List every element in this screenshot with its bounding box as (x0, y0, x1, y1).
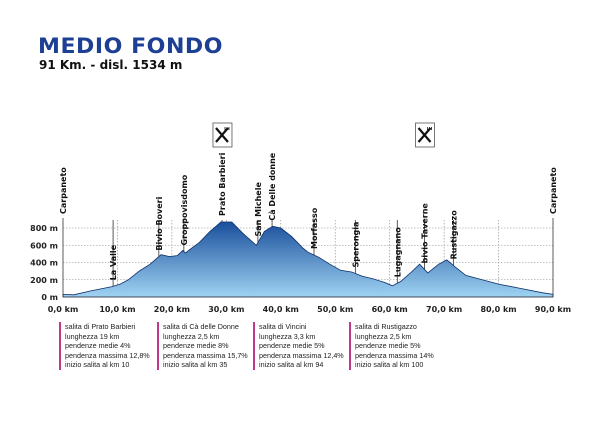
climb-info-box: salita di Vincini lunghezza 3,3 km pendenz… (253, 322, 349, 370)
waypoint-label: Cà Delle donne (268, 152, 277, 220)
x-tick-label: 80,0 km (480, 305, 516, 314)
climb-info-line: pendenza massima 14% (355, 350, 434, 360)
climb-info-line: pendenza massima 12,4% (259, 350, 344, 360)
climb-info-line: pendenza massima 12,8% (65, 350, 150, 360)
climb-info-line: salita di Vincini (259, 322, 307, 331)
climb-info-line: pendenze medie 5% (355, 341, 421, 350)
climb-info-line: salita di Prato Barbieri (65, 322, 136, 331)
waypoint-label: Carpaneto (59, 167, 68, 214)
x-tick-label: 70,0 km (426, 305, 462, 314)
climb-info-line: inizio salita al km 35 (163, 360, 228, 369)
climb-info-line: lunghezza 2,5 km (163, 331, 220, 341)
waypoint-label: La Valle (109, 244, 118, 280)
fork-knife-icon (417, 127, 432, 143)
waypoint-label: Lugagnano (393, 227, 402, 277)
x-tick-label: 60,0 km (372, 305, 408, 314)
x-tick-label: 90,0 km (535, 305, 571, 314)
climb-info-line: inizio salita al km 100 (355, 360, 424, 369)
waypoint-label: Rustigazzo (449, 210, 458, 260)
elevation-area (62, 221, 554, 298)
waypoint-label: Prato Barbieri (218, 152, 227, 216)
x-tick-label: 20,0 km (154, 305, 190, 314)
waypoint-label: San Michele (254, 182, 263, 237)
x-tick-label: 50,0 km (317, 305, 353, 314)
climb-info-line: pendenze medie 8% (163, 341, 229, 350)
x-tick-label: 10,0 km (99, 305, 135, 314)
climb-info-line: lunghezza 3,3 km (259, 331, 316, 341)
waypoint-label: Morfasso (310, 207, 319, 249)
page-title: MEDIO FONDO (38, 34, 224, 58)
x-tick-label: 40,0 km (263, 305, 299, 314)
climb-info-line: pendenze medie 4% (65, 341, 131, 350)
climb-info-line: pendenza massima 15,7% (163, 350, 248, 360)
page-subtitle: 91 Km. - disl. 1534 m (39, 58, 183, 72)
y-tick-label: 800 m (30, 224, 58, 233)
waypoint-label: Bivio Boveri (155, 196, 164, 250)
climb-info-box: salita di Prato Barbieri lunghezza 19 km p… (59, 322, 155, 370)
climb-info-line: inizio salita al km 94 (259, 360, 324, 369)
climb-info-line: salita di Rustigazzo (355, 322, 417, 331)
fork-knife-icon (215, 127, 230, 143)
climb-info-line: lunghezza 19 km (65, 331, 120, 341)
x-tick-label: 30,0 km (208, 305, 244, 314)
climb-info-line: pendenze medie 5% (259, 341, 325, 350)
waypoint-label: bivio Taverne (421, 203, 430, 264)
climb-info-line: inizio salita al km 10 (65, 360, 130, 369)
climb-info-box: salita di Cà delle Donne lunghezza 2,5 km… (157, 322, 253, 370)
climb-info-line: lunghezza 2,5 km (355, 331, 412, 341)
climb-info-box: salita di Rustigazzo lunghezza 2,5 km pend… (349, 322, 445, 370)
x-tick-label: 0,0 km (48, 305, 79, 314)
waypoint-label: Carpaneto (549, 167, 558, 214)
waypoint-label: Sperongia (351, 222, 360, 268)
y-tick-label: 400 m (30, 259, 58, 268)
climb-info-line: salita di Cà delle Donne (163, 322, 239, 331)
y-tick-label: 600 m (30, 241, 58, 250)
y-tick-label: 0 m (41, 293, 58, 302)
waypoint-label: Groppovisdomo (180, 174, 189, 245)
y-tick-label: 200 m (30, 276, 58, 285)
